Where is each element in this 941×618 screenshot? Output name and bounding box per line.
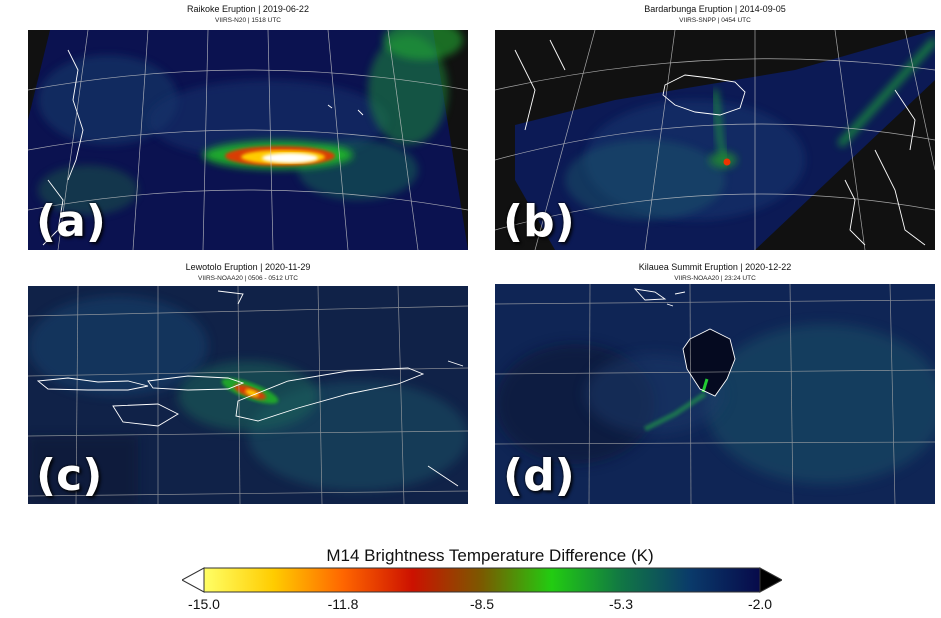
colorbar-tick-1: -11.8	[327, 596, 359, 612]
panel-a-title: Raikoke Eruption | 2019-06-22	[187, 4, 309, 14]
panel-b-title: Bardarbunga Eruption | 2014-09-05	[644, 4, 786, 14]
panel-c-subtitle: VIIRS-NOAA20 | 0506 - 0512 UTC	[198, 275, 298, 282]
colorbar-gradient	[203, 567, 761, 593]
colorbar-tick-2: -8.5	[469, 596, 495, 612]
colorbar-tick-4: -2.0	[747, 596, 773, 612]
colorbar-title: M14 Brightness Temperature Difference (K…	[326, 546, 654, 565]
panel-b-label: (b)	[503, 196, 575, 247]
panel-c-label: (c)	[36, 450, 103, 501]
colorbar-tick-3: -5.3	[608, 596, 634, 612]
panel-a-map: (a)	[28, 30, 468, 250]
colorbar-max-arrow	[759, 567, 782, 593]
panel-b-subtitle: VIIRS-SNPP | 0454 UTC	[679, 17, 751, 24]
panel-d-map: (d)	[495, 284, 935, 504]
panel-d-label: (d)	[503, 450, 575, 501]
colorbar	[182, 567, 782, 593]
panel-c-title: Lewotolo Eruption | 2020-11-29	[185, 262, 311, 272]
panel-b-map: (b)	[495, 30, 935, 250]
panel-d-title: Kilauea Summit Eruption | 2020-12-22	[638, 262, 792, 272]
panel-c-map: (c)	[28, 286, 468, 504]
panel-d-subtitle: VIIRS-NOAA20 | 23:24 UTC	[674, 275, 756, 282]
panel-a-label: (a)	[36, 196, 106, 247]
colorbar-min-arrow	[182, 567, 205, 593]
colorbar-tick-0: -15.0	[188, 596, 220, 612]
panel-a-subtitle: VIIRS-N20 | 1518 UTC	[215, 17, 281, 24]
